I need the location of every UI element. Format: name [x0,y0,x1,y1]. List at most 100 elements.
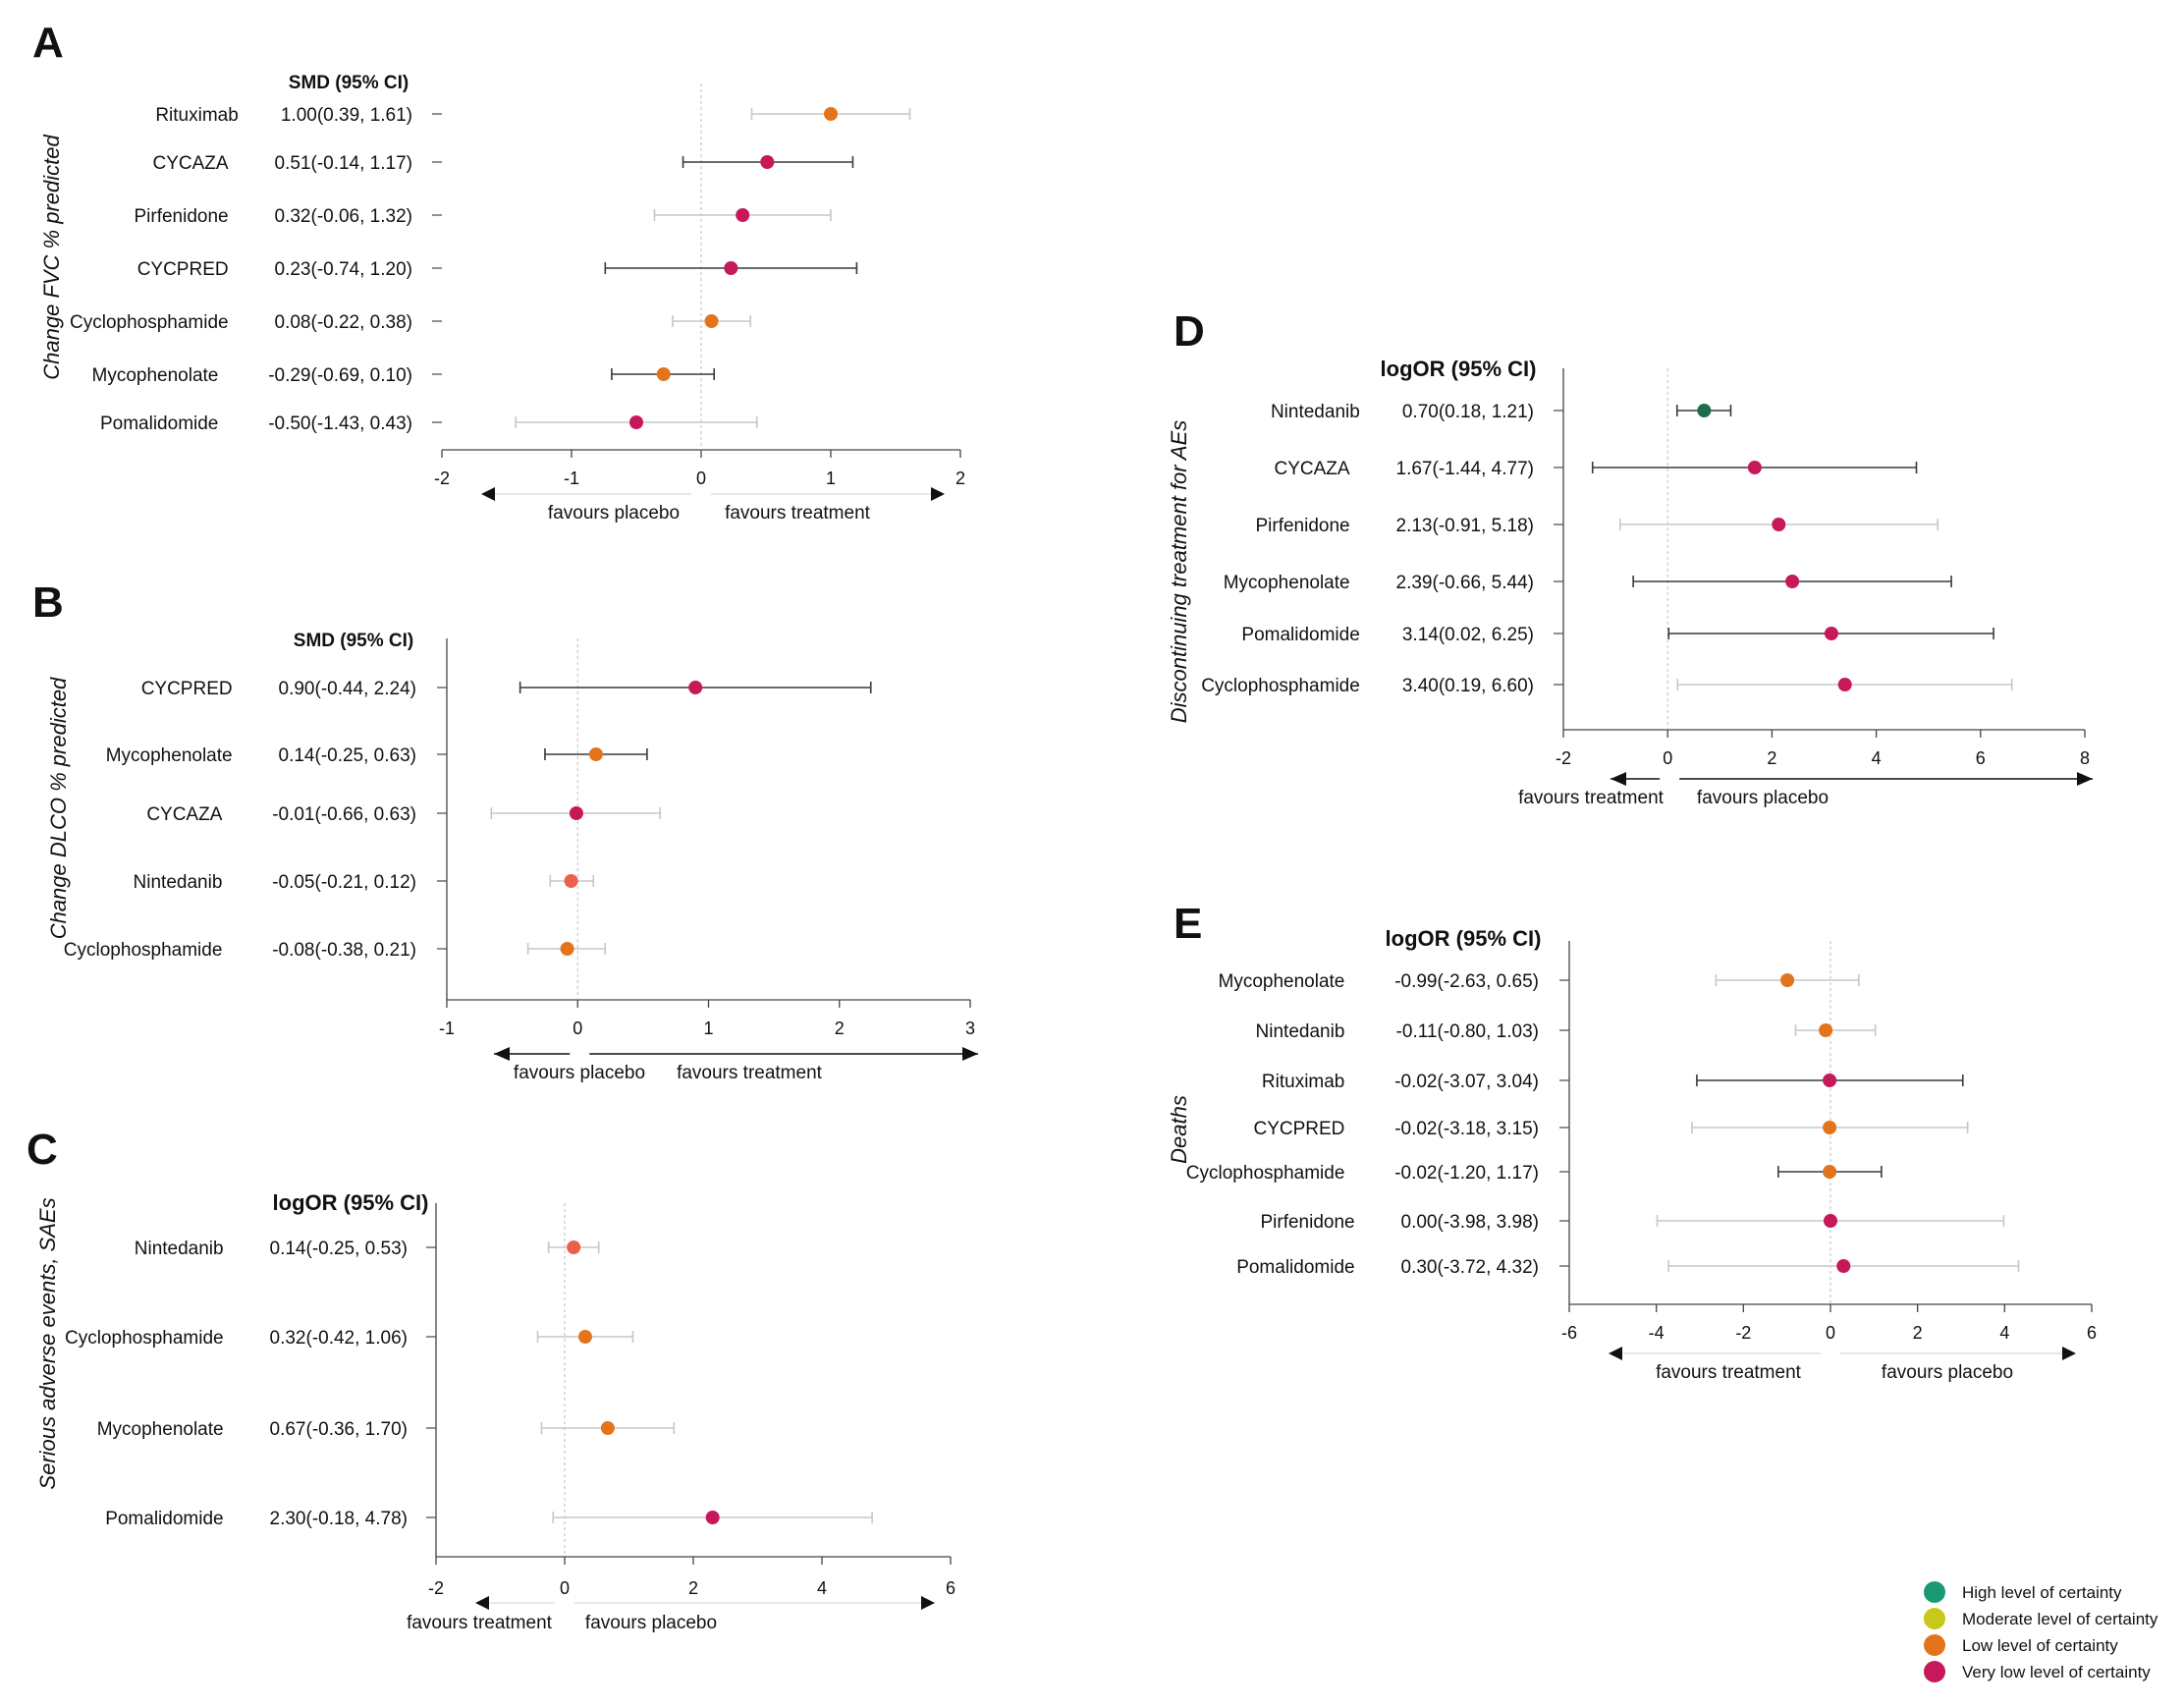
row-estimate-ci: -0.05(-0.21, 0.12) [272,872,416,893]
favour-left-label: favours placebo [548,503,680,523]
legend-item: Low level of certainty [1924,1634,2118,1656]
forest-row: 3.14(0.02, 6.25) Pomalidomide [1241,625,1994,645]
y-axis-label: Serious adverse events, SAEs [35,1197,60,1489]
point-estimate [1697,404,1712,417]
row-treatment-name: CYCPRED [137,259,229,280]
row-treatment-name: Cyclophosphamide [65,1328,224,1349]
point-estimate [1747,461,1762,474]
favour-arrows [1609,1347,2076,1360]
forest-row: 3.40(0.19, 6.60) Cyclophosphamide [1201,676,2013,696]
row-estimate-ci: -0.50(-1.43, 0.43) [268,413,412,434]
row-treatment-name: CYCAZA [146,804,222,825]
row-treatment-name: Pomalidomide [1236,1257,1354,1278]
row-estimate-ci: -0.02(-3.18, 3.15) [1394,1119,1539,1139]
x-tick-label: 2 [835,1019,845,1038]
point-estimate [705,1511,720,1524]
ci-column-header: SMD (95% CI) [289,73,409,93]
x-tick-label: -2 [1735,1323,1751,1343]
panel-c: C Serious adverse events, SAEs logOR (95% … [27,1126,956,1633]
x-tick-label: 3 [965,1019,975,1038]
row-estimate-ci: -0.01(-0.66, 0.63) [272,804,416,825]
x-tick-label: -2 [434,468,450,488]
forest-row: 1.00(0.39, 1.61) Rituximab [155,105,911,126]
forest-row: 2.13(-0.91, 5.18) Pirfenidone [1255,516,1939,536]
favour-left-arrowhead [475,1596,489,1610]
row-treatment-name: Pomalidomide [1241,625,1359,645]
x-tick-label: 2 [1913,1323,1923,1343]
row-treatment-name: Mycophenolate [1219,971,1345,992]
x-tick-label: 6 [1976,748,1986,768]
forest-row: 0.14(-0.25, 0.63) Mycophenolate [106,745,648,766]
legend-swatch [1924,1581,1945,1603]
point-estimate [560,942,574,956]
row-estimate-ci: 2.30(-0.18, 4.78) [270,1509,408,1529]
panel-a: A Change FVC % predicted SMD (95% CI) -2 -1 0… [32,19,965,523]
point-estimate [1824,627,1838,640]
panel-e: E Deaths logOR (95% CI) -6 -4 -2 0 2 4 6 -0.99(-2.… [1167,900,2097,1383]
row-treatment-name: Nintedanib [1271,402,1360,422]
forest-row: -0.08(-0.38, 0.21) Cyclophosphamide [64,940,607,961]
x-tick-label: 0 [1663,748,1672,768]
x-tick-label: 4 [817,1578,827,1598]
y-axis-label: Deaths [1167,1095,1191,1164]
row-treatment-name: CYCPRED [1253,1119,1344,1139]
row-estimate-ci: 0.70(0.18, 1.21) [1402,402,1534,422]
favour-right-label: favours treatment [725,503,871,523]
ci-column-header: logOR (95% CI) [273,1190,429,1215]
x-tick-label: -2 [428,1578,444,1598]
row-estimate-ci: -0.29(-0.69, 0.10) [268,365,412,386]
row-estimate-ci: 3.14(0.02, 6.25) [1402,625,1534,645]
forest-row: 0.51(-0.14, 1.17) CYCAZA [153,153,854,174]
forest-row: 0.67(-0.36, 1.70) Mycophenolate [97,1419,676,1440]
row-treatment-name: CYCPRED [141,679,233,699]
point-estimate [1836,1259,1851,1273]
favour-left-arrowhead [494,1047,510,1061]
point-estimate [760,155,775,169]
x-tick-label: 1 [826,468,836,488]
forest-row: 0.08(-0.22, 0.38) Cyclophosphamide [70,312,751,333]
x-tick-label: -1 [564,468,579,488]
y-axis-label: Change FVC % predicted [39,135,64,380]
legend-label: Low level of certainty [1962,1636,2118,1655]
favour-left-arrowhead [481,487,495,501]
legend-swatch [1924,1608,1945,1629]
x-tick-label: 8 [2080,748,2090,768]
row-estimate-ci: 0.51(-0.14, 1.17) [275,153,412,174]
row-estimate-ci: 0.14(-0.25, 0.63) [279,745,416,766]
x-tick-label: 6 [2087,1323,2097,1343]
row-treatment-name: Nintedanib [1256,1021,1345,1042]
row-treatment-name: Pomalidomide [105,1509,223,1529]
ci-column-header: SMD (95% CI) [294,631,413,651]
point-estimate [569,806,583,820]
row-treatment-name: Cyclophosphamide [1201,676,1360,696]
forest-row: 1.67(-1.44, 4.77) CYCAZA [1275,459,1918,479]
forest-row: -0.01(-0.66, 0.63) CYCAZA [146,804,661,825]
row-treatment-name: Cyclophosphamide [64,940,223,961]
favour-right-arrowhead [921,1596,935,1610]
point-estimate [736,208,750,222]
legend-swatch [1924,1661,1945,1682]
row-estimate-ci: 0.32(-0.06, 1.32) [275,206,412,227]
panel-letter: C [27,1126,58,1174]
point-estimate [656,367,671,381]
point-estimate [1823,1121,1837,1134]
x-tick-label: -1 [439,1019,455,1038]
row-treatment-name: Pomalidomide [100,413,218,434]
row-treatment-name: Mycophenolate [97,1419,224,1440]
row-estimate-ci: 0.14(-0.25, 0.53) [270,1239,408,1259]
row-estimate-ci: 0.30(-3.72, 4.32) [1401,1257,1539,1278]
forest-row: 0.70(0.18, 1.21) Nintedanib [1271,402,1732,422]
forest-row: -0.29(-0.69, 0.10) Mycophenolate [92,365,716,386]
point-estimate [1780,973,1795,987]
row-estimate-ci: 2.39(-0.66, 5.44) [1396,573,1534,593]
row-estimate-ci: -0.02(-1.20, 1.17) [1394,1163,1539,1184]
row-estimate-ci: 0.08(-0.22, 0.38) [275,312,412,333]
x-tick-label: 4 [1872,748,1882,768]
favour-left-arrowhead [1611,772,1626,786]
favour-right-label: favours treatment [677,1063,823,1083]
row-treatment-name: Mycophenolate [106,745,233,766]
point-estimate [567,1240,581,1254]
row-treatment-name: Pirfenidone [134,206,228,227]
legend-swatch [1924,1634,1945,1656]
